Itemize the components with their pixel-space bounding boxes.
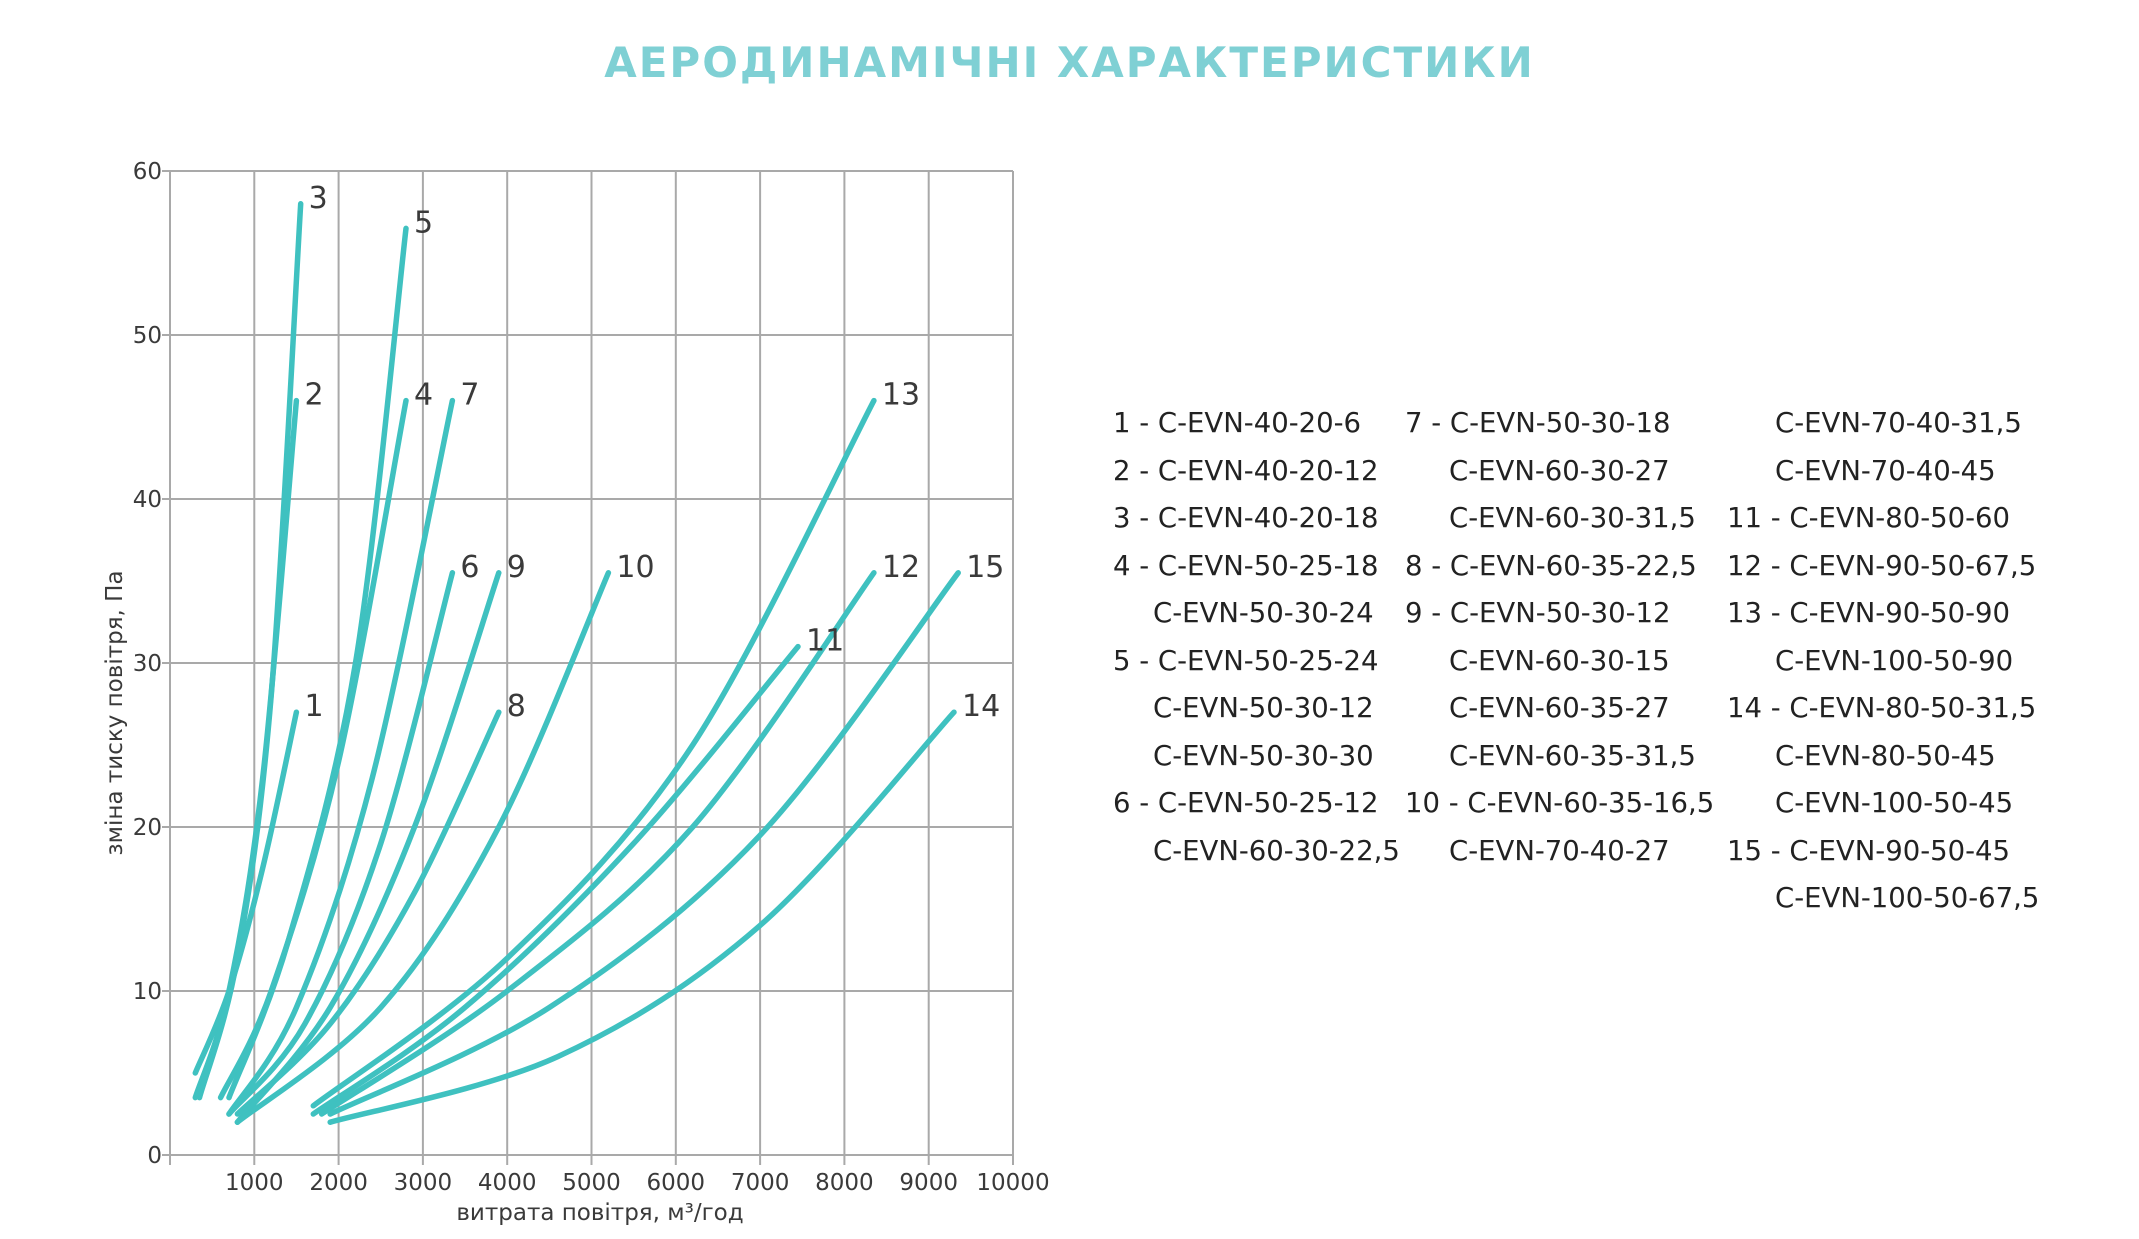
legend-entry: C-EVN-70-40-27 (1449, 834, 1670, 867)
legend-entry: 1 - C-EVN-40-20-6 (1113, 407, 1362, 439)
y-tick-label: 20 (133, 815, 162, 841)
x-tick-label: 3000 (394, 1170, 453, 1196)
legend-entry: C-EVN-60-30-27 (1449, 454, 1670, 487)
legend-column-2: 7 - C-EVN-50-30-18 C-EVN-60-30-27 C-EVN-60… (1405, 400, 1714, 875)
legend-entry: C-EVN-70-40-31,5 (1775, 407, 2022, 439)
legend-entry: C-EVN-60-30-31,5 (1449, 502, 1696, 534)
curve-6 (226, 570, 456, 1117)
curve-10 (234, 570, 612, 1125)
legend-entry: C-EVN-50-30-12 (1153, 692, 1374, 724)
page-title: АЕРОДИНАМІЧНІ ХАРАКТЕРИСТИКИ (604, 38, 1535, 87)
legend-entry: C-EVN-60-35-31,5 (1449, 739, 1696, 772)
x-tick-label: 4000 (478, 1170, 537, 1196)
y-tick-label: 30 (133, 651, 162, 677)
legend-entry: 3 - C-EVN-40-20-18 (1113, 502, 1379, 534)
series (192, 201, 961, 1125)
x-tick-label: 8000 (815, 1170, 874, 1196)
x-tick-label: 2000 (309, 1170, 368, 1196)
legend-entry: 10 - C-EVN-60-35-16,5 (1405, 787, 1715, 819)
curve-label-11: 11 (806, 624, 844, 659)
curve-label-10: 10 (616, 550, 654, 585)
curve-14 (327, 709, 957, 1125)
axes: 1000 2000 3000 4000 5000 6000 7000 8000 9000 1000… (102, 159, 1050, 1226)
grid (162, 170, 1014, 1165)
x-tick-label: 7000 (731, 1170, 790, 1196)
x-tick-label: 10000 (976, 1170, 1049, 1196)
legend-entry: 5 - C-EVN-50-25-24 (1113, 644, 1379, 677)
legend-entry: 2 - C-EVN-40-20-12 (1113, 454, 1379, 487)
legend-entry: C-EVN-50-30-24 (1153, 597, 1374, 629)
legend-entry: 4 - C-EVN-50-25-18 (1113, 549, 1379, 582)
curve-13 (310, 397, 877, 1109)
legend-entry: 14 - C-EVN-80-50-31,5 (1727, 692, 2037, 724)
curve-11 (310, 643, 801, 1117)
curve-label-15: 15 (966, 550, 1004, 585)
legend-entry: C-EVN-100-50-45 (1775, 787, 2014, 819)
x-axis-title: витрата повітря, м³/год (456, 1200, 743, 1226)
curve-3 (196, 201, 304, 1101)
y-tick-label: 60 (133, 159, 162, 185)
legend-entry: 13 - C-EVN-90-50-90 (1727, 597, 2011, 629)
curve-label-13: 13 (882, 378, 920, 413)
curve-label-1: 1 (304, 689, 323, 724)
curve-label-3: 3 (309, 181, 328, 216)
curve-5 (226, 225, 409, 1101)
curve-1 (192, 709, 300, 1076)
legend-entry: C-EVN-60-30-15 (1449, 644, 1670, 677)
legend-entry: 11 - C-EVN-80-50-60 (1727, 502, 2011, 534)
x-tick-label: 9000 (899, 1170, 958, 1196)
y-tick-label: 0 (147, 1143, 162, 1169)
curve-9 (234, 570, 502, 1125)
x-tick-label: 6000 (647, 1170, 706, 1196)
y-tick-label: 40 (133, 487, 162, 513)
legend-entry: C-EVN-60-35-27 (1449, 692, 1670, 724)
curve-label-6: 6 (460, 550, 479, 585)
legend-entry: 8 - C-EVN-60-35-22,5 (1405, 549, 1697, 582)
curve-label-8: 8 (507, 689, 526, 724)
curve-label-2: 2 (304, 378, 323, 413)
curve-label-12: 12 (882, 550, 920, 585)
legend-entry: C-EVN-60-30-22,5 (1153, 834, 1400, 867)
legend-entry: 9 - C-EVN-50-30-12 (1405, 597, 1671, 629)
legend-entry: 6 - C-EVN-50-25-12 (1113, 787, 1379, 819)
legend-entry: 12 - C-EVN-90-50-67,5 (1727, 549, 2037, 582)
curve-label-7: 7 (460, 378, 479, 413)
y-tick-label: 10 (133, 979, 162, 1005)
x-tick-label: 1000 (225, 1170, 284, 1196)
curve-label-4: 4 (414, 378, 433, 413)
legend-entry: C-EVN-50-30-30 (1153, 739, 1374, 772)
legend-entry: C-EVN-80-50-45 (1775, 739, 1996, 772)
curve-15 (327, 570, 961, 1117)
legend-column-3: C-EVN-70-40-31,5 C-EVN-70-40-45 11 - C-EVN… (1727, 400, 2039, 923)
legend-column-1: 1 - C-EVN-40-20-6 2 - C-EVN-40-20-12 3 - C… (1113, 400, 1400, 875)
curve-label-14: 14 (962, 689, 1000, 724)
curve-12 (318, 570, 877, 1117)
legend-entry: C-EVN-100-50-90 (1775, 644, 2014, 677)
curve-label-9: 9 (507, 550, 526, 585)
curve-label-5: 5 (414, 205, 433, 240)
y-tick-label: 50 (133, 323, 162, 349)
legend-entry: C-EVN-70-40-45 (1775, 454, 1996, 487)
y-axis-title: зміна тиску повітря, Па (102, 570, 128, 855)
curve-7 (226, 397, 456, 1117)
pressure-flow-chart: 1000 2000 3000 4000 5000 6000 7000 8000 9000 1000… (102, 159, 1050, 1226)
legend-entry: 15 - C-EVN-90-50-45 (1727, 834, 2011, 867)
legend-entry: C-EVN-100-50-67,5 (1775, 882, 2040, 914)
x-tick-label: 5000 (562, 1170, 621, 1196)
legend-entry: 7 - C-EVN-50-30-18 (1405, 407, 1671, 439)
